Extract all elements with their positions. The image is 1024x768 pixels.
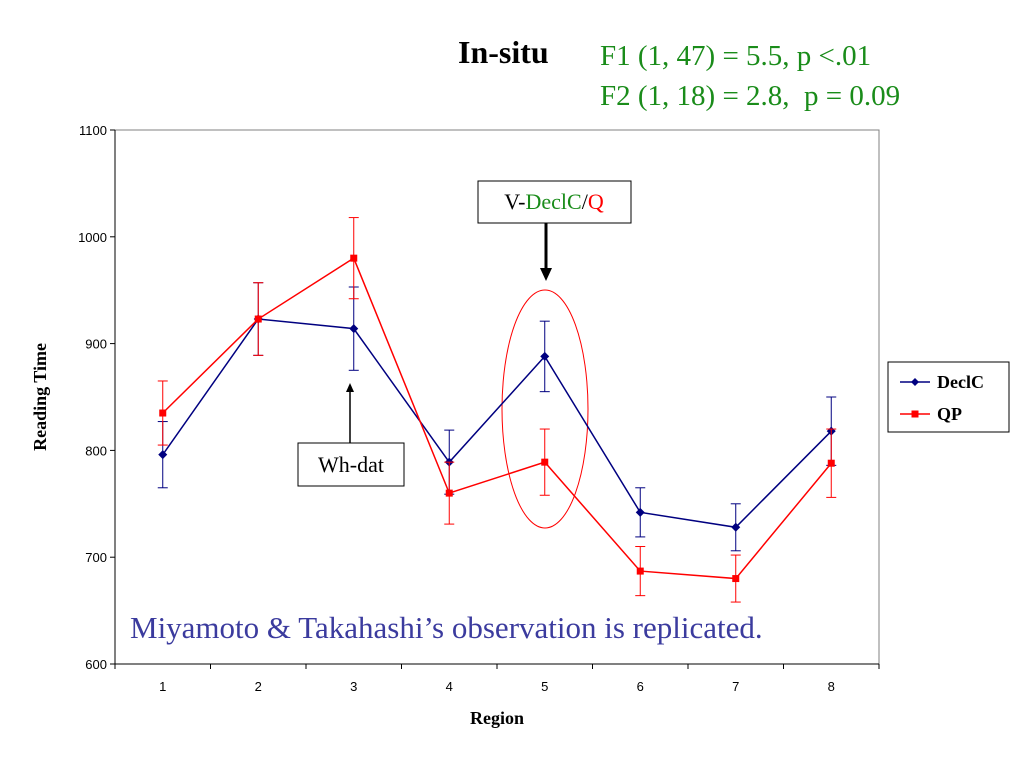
x-axis-title: Region [470, 708, 524, 728]
slide-title: In-situ [458, 34, 549, 70]
v-callout-box [477, 180, 632, 224]
x-tick-label: 3 [350, 679, 357, 694]
legend-qp-marker [911, 410, 919, 418]
data-point [445, 489, 453, 497]
data-point [541, 458, 549, 466]
wh-dat-callout-label: Wh-dat [318, 452, 384, 477]
x-ticks: 1 2 3 4 5 6 7 8 [114, 664, 880, 694]
data-point [349, 324, 359, 334]
v-callout-q: Q [588, 189, 604, 214]
legend: DeclC QP [887, 361, 1010, 433]
wh-dat-callout-box [297, 442, 405, 487]
data-point [827, 459, 835, 467]
v-callout-label: V-DeclC/Q [504, 189, 604, 214]
y-tick-label: 600 [85, 657, 107, 672]
data-point [731, 522, 741, 532]
x-tick-label: 1 [159, 679, 166, 694]
legend-declc-marker [911, 378, 919, 386]
observation-text: Miyamoto & Takahashi’s observation is re… [130, 610, 763, 645]
y-tick-label: 800 [85, 443, 107, 458]
y-tick-label: 1000 [78, 230, 107, 245]
y-tick-label: 700 [85, 550, 107, 565]
y-tick-label: 900 [85, 337, 107, 352]
x-tick-label: 5 [541, 679, 548, 694]
v-callout-declc: DeclC [525, 189, 581, 214]
data-point [254, 315, 262, 323]
y-ticks: 600 700 800 900 1000 1100 [78, 123, 115, 672]
stat-line-f2: F2 (1, 18) = 2.8, p = 0.09 [600, 80, 901, 112]
stat-line-f1: F1 (1, 47) = 5.5, p <.01 [600, 40, 872, 72]
x-tick-label: 4 [446, 679, 453, 694]
series-line [162, 257, 832, 580]
series-line [162, 318, 832, 529]
data-point [540, 351, 550, 361]
wh-dat-arrow-head [346, 383, 354, 392]
v-callout-prefix: V- [504, 189, 525, 214]
series-declc [157, 282, 837, 552]
legend-box [887, 361, 1010, 433]
data-point [636, 567, 644, 575]
legend-declc-label: DeclC [937, 372, 984, 392]
x-tick-label: 8 [828, 679, 835, 694]
series-qp [157, 217, 837, 603]
y-tick-label: 1100 [79, 123, 107, 138]
v-callout-arrow-head [540, 268, 552, 281]
x-tick-label: 2 [255, 679, 262, 694]
data-point [350, 254, 358, 262]
x-tick-label: 7 [732, 679, 739, 694]
v-callout-slash: / [582, 189, 589, 214]
highlight-ellipse [501, 289, 589, 529]
data-point [158, 450, 168, 460]
x-tick-label: 6 [637, 679, 644, 694]
legend-qp-label: QP [937, 404, 962, 424]
data-point [635, 507, 645, 517]
stats-block: F1 (1, 47) = 5.5, p <.01 F2 (1, 18) = 2.… [600, 36, 900, 116]
data-point [732, 575, 740, 583]
y-axis-title: Reading Time [30, 343, 50, 451]
data-point [159, 409, 167, 417]
series-layer [157, 217, 837, 603]
